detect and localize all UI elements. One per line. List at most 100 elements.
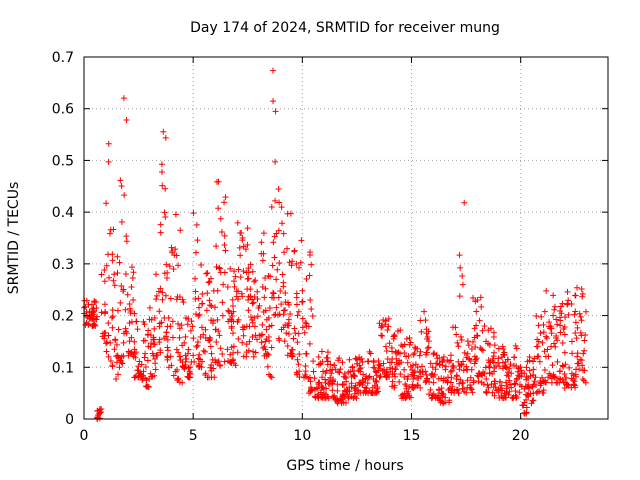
- data-point: [419, 363, 426, 370]
- data-point: [576, 310, 583, 317]
- data-point: [157, 347, 164, 354]
- data-point: [322, 379, 329, 386]
- data-point: [109, 251, 116, 258]
- data-point: [169, 318, 176, 325]
- data-point: [216, 264, 223, 271]
- data-point: [173, 346, 180, 353]
- data-point: [251, 278, 258, 285]
- data-point: [161, 335, 168, 342]
- data-point: [434, 392, 441, 399]
- data-point: [529, 383, 536, 390]
- data-point: [151, 372, 158, 379]
- data-point: [105, 332, 112, 339]
- data-point: [526, 367, 533, 374]
- data-point: [227, 351, 234, 358]
- x-tick-label: 20: [512, 428, 530, 444]
- data-point: [263, 326, 270, 333]
- data-point: [208, 303, 215, 310]
- data-point: [565, 297, 572, 304]
- data-point: [376, 320, 383, 327]
- data-point: [521, 385, 528, 392]
- data-point: [173, 296, 180, 303]
- data-point: [181, 363, 188, 370]
- data-point: [219, 312, 226, 319]
- data-point: [311, 386, 318, 393]
- data-point: [398, 359, 405, 366]
- data-point: [540, 321, 547, 328]
- data-point: [557, 329, 564, 336]
- data-point: [506, 365, 513, 372]
- data-point: [423, 378, 430, 385]
- data-point: [188, 318, 195, 325]
- data-point: [208, 350, 215, 357]
- data-point: [144, 357, 151, 364]
- data-point: [266, 323, 273, 330]
- data-point: [309, 313, 316, 320]
- data-point: [515, 372, 522, 379]
- data-point: [336, 369, 343, 376]
- data-point: [247, 286, 254, 293]
- data-point: [318, 348, 325, 355]
- data-point: [353, 395, 360, 402]
- data-point: [235, 288, 242, 295]
- data-point: [278, 301, 285, 308]
- data-point: [493, 363, 500, 370]
- y-tick-label: 0.7: [52, 50, 74, 66]
- data-point: [541, 308, 548, 315]
- data-point: [103, 262, 110, 269]
- data-point: [245, 265, 252, 272]
- data-point: [379, 323, 386, 330]
- data-point: [150, 352, 157, 359]
- data-point: [177, 227, 184, 234]
- data-point: [426, 378, 433, 385]
- data-point: [531, 378, 538, 385]
- data-point: [265, 351, 272, 358]
- data-point: [295, 361, 302, 368]
- data-point: [422, 351, 429, 358]
- data-point: [401, 349, 408, 356]
- data-point: [503, 390, 510, 397]
- data-point: [485, 363, 492, 370]
- data-point: [503, 372, 510, 379]
- data-point: [229, 330, 236, 337]
- data-point: [542, 377, 549, 384]
- data-point: [308, 306, 315, 313]
- data-point: [174, 366, 181, 373]
- data-point: [190, 352, 197, 359]
- data-point: [374, 385, 381, 392]
- data-point: [194, 342, 201, 349]
- data-point: [152, 366, 159, 373]
- data-point: [352, 355, 359, 362]
- data-point: [438, 390, 445, 397]
- data-point: [289, 351, 296, 358]
- data-point: [91, 321, 98, 328]
- data-point: [190, 210, 197, 217]
- data-point: [302, 363, 309, 370]
- data-point: [533, 389, 540, 396]
- data-point: [574, 324, 581, 331]
- data-point: [506, 377, 513, 384]
- data-point: [310, 368, 317, 375]
- data-point: [557, 303, 564, 310]
- data-point: [526, 354, 533, 361]
- data-point: [442, 363, 449, 370]
- data-point: [474, 297, 481, 304]
- data-point: [105, 320, 112, 327]
- data-point: [239, 234, 246, 241]
- data-point: [308, 261, 315, 268]
- data-point: [478, 346, 485, 353]
- data-point: [214, 359, 221, 366]
- data-point: [168, 244, 175, 251]
- data-point: [338, 400, 345, 407]
- data-point: [213, 339, 220, 346]
- data-point: [127, 308, 134, 315]
- data-point: [195, 362, 202, 369]
- data-point: [325, 395, 332, 402]
- axis-ticks: 0 0.1 0.2 0.3 0.4 0.5 0.6 0.7 0 5 10 15 20: [52, 50, 608, 444]
- data-point: [331, 362, 338, 369]
- data-point: [508, 370, 515, 377]
- data-point: [165, 314, 172, 321]
- data-point: [428, 395, 435, 402]
- data-point: [210, 365, 217, 372]
- data-point: [170, 372, 177, 379]
